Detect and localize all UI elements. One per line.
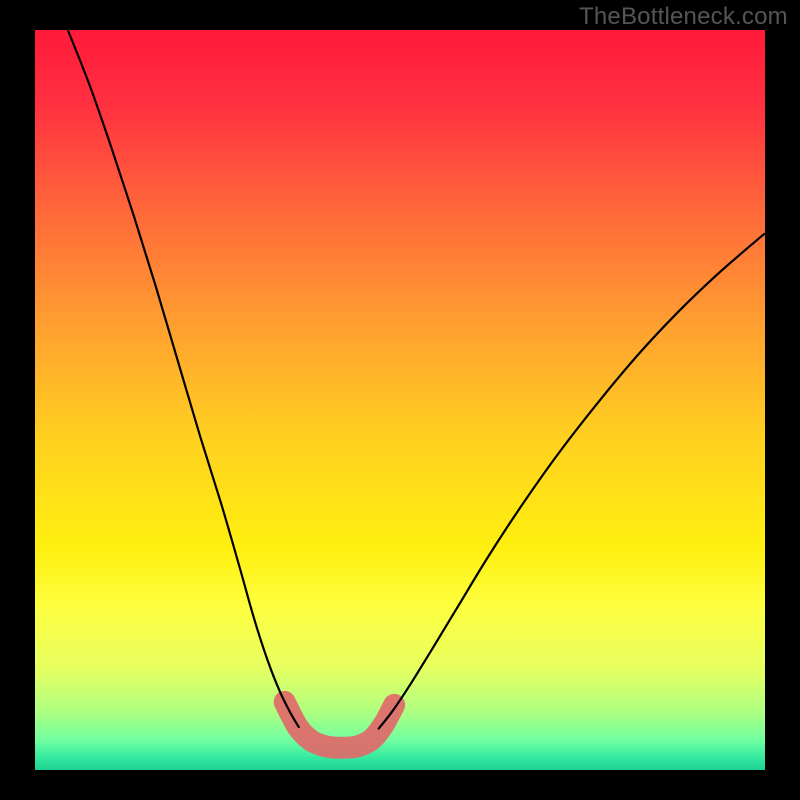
curve-left [68, 30, 299, 728]
chart-frame: TheBottleneck.com [0, 0, 800, 800]
valley-highlight [285, 702, 395, 748]
curve-right [378, 234, 765, 730]
plot-area [35, 30, 765, 770]
watermark-text: TheBottleneck.com [579, 3, 788, 31]
curves-layer [35, 30, 765, 770]
